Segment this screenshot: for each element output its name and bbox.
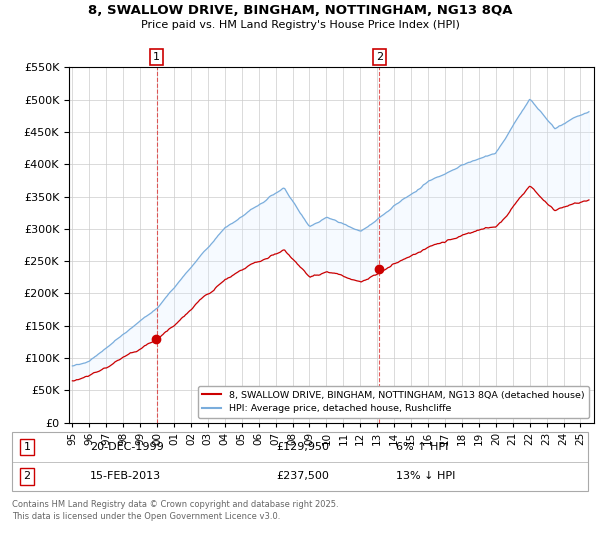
Text: 15-FEB-2013: 15-FEB-2013 [90,472,161,482]
Legend: 8, SWALLOW DRIVE, BINGHAM, NOTTINGHAM, NG13 8QA (detached house), HPI: Average p: 8, SWALLOW DRIVE, BINGHAM, NOTTINGHAM, N… [198,386,589,418]
Text: £129,950: £129,950 [276,442,329,452]
Text: 20-DEC-1999: 20-DEC-1999 [90,442,164,452]
Text: 8, SWALLOW DRIVE, BINGHAM, NOTTINGHAM, NG13 8QA: 8, SWALLOW DRIVE, BINGHAM, NOTTINGHAM, N… [88,4,512,17]
Text: 1: 1 [23,442,31,452]
Text: 1: 1 [153,52,160,62]
Text: 2: 2 [23,472,31,482]
Text: Contains HM Land Registry data © Crown copyright and database right 2025.: Contains HM Land Registry data © Crown c… [12,500,338,508]
Text: £237,500: £237,500 [276,472,329,482]
Text: Price paid vs. HM Land Registry's House Price Index (HPI): Price paid vs. HM Land Registry's House … [140,20,460,30]
Text: 2: 2 [376,52,383,62]
Text: 6% ↑ HPI: 6% ↑ HPI [396,442,448,452]
Text: 13% ↓ HPI: 13% ↓ HPI [396,472,455,482]
Text: This data is licensed under the Open Government Licence v3.0.: This data is licensed under the Open Gov… [12,512,280,521]
